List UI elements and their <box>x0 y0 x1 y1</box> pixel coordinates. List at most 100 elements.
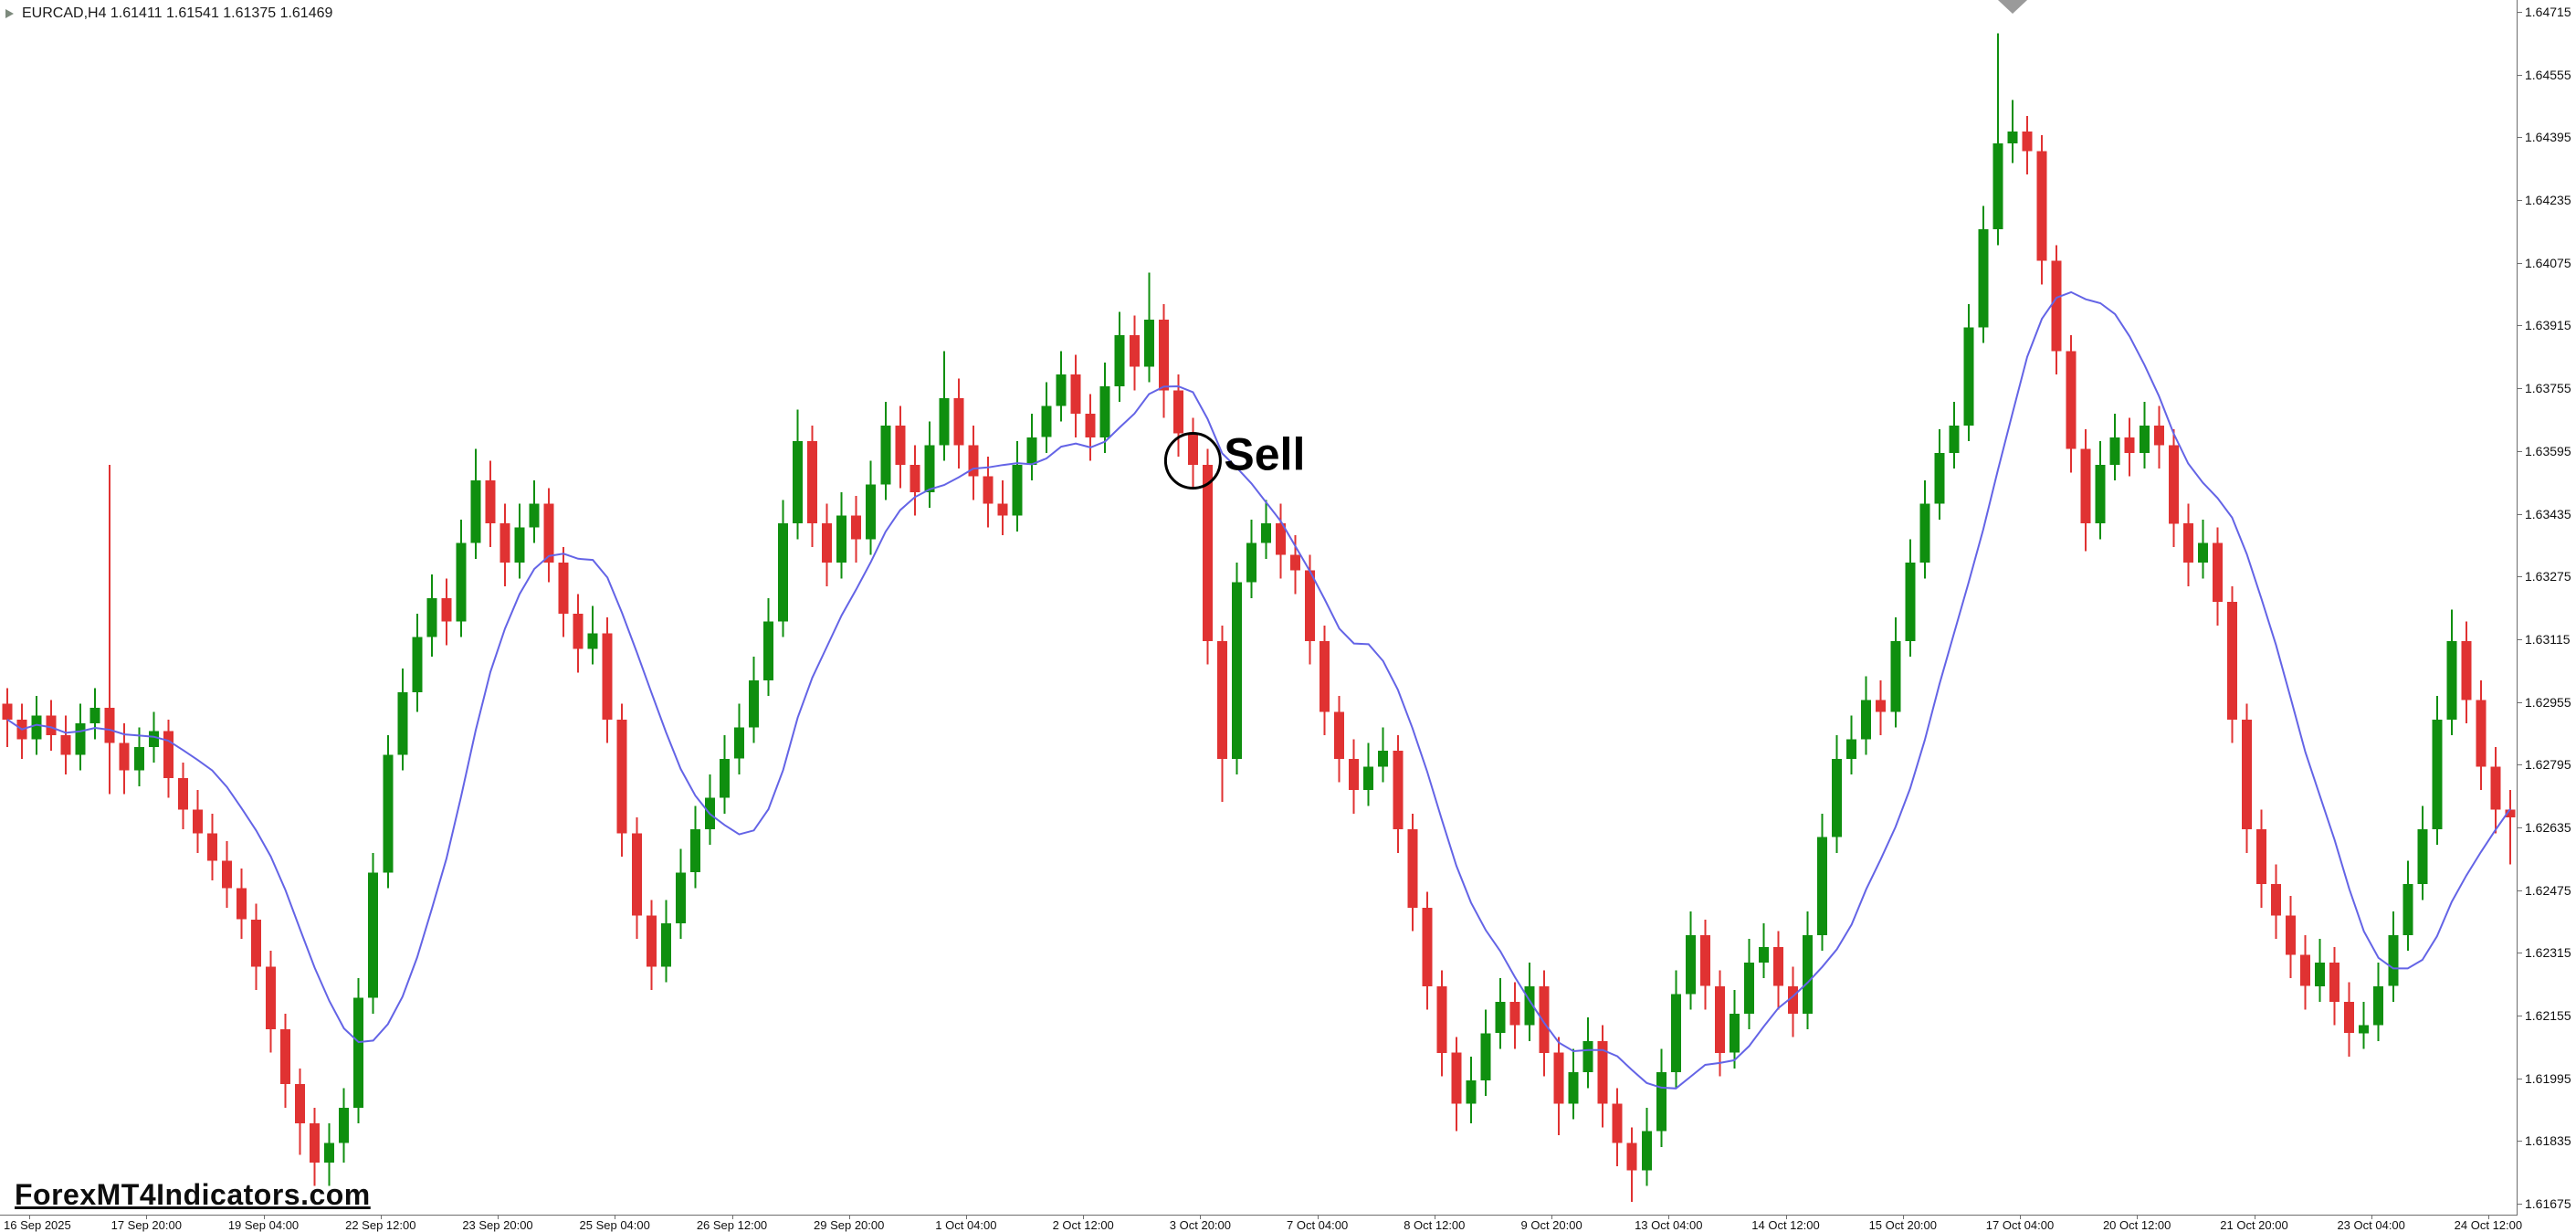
bear-candle <box>1129 315 1140 391</box>
bear-candle <box>163 719 173 798</box>
bull-candle <box>2315 939 2326 1002</box>
bear-candle <box>1436 970 1447 1077</box>
bear-candle <box>104 464 115 795</box>
bull-candle <box>866 460 877 555</box>
symbol-ohlc-info: EURCAD,H4 1.61411 1.61541 1.61375 1.6146… <box>22 5 333 21</box>
bull-candle <box>1817 813 1828 952</box>
bull-candle <box>1759 923 1769 979</box>
bear-candle <box>1626 1127 1637 1202</box>
bear-candle <box>2022 115 2033 175</box>
bull-candle <box>1466 1057 1477 1123</box>
time-axis-label: 15 Oct 20:00 <box>1868 1218 1938 1232</box>
bull-candle <box>1495 978 1506 1049</box>
bull-candle <box>1890 617 1901 728</box>
bear-candle <box>2182 503 2193 586</box>
price-axis-label: 1.62475 <box>2525 882 2571 898</box>
price-axis-label: 1.62315 <box>2525 945 2571 961</box>
bull-candle <box>763 597 773 697</box>
bull-candle <box>1641 1107 1652 1186</box>
bear-candle <box>266 951 276 1053</box>
price-axis-label: 1.62635 <box>2525 819 2571 835</box>
bear-candle <box>192 790 203 853</box>
price-tick <box>2518 890 2522 891</box>
bull-candle <box>1905 539 1916 658</box>
bear-candle <box>997 480 1008 536</box>
bull-candle <box>749 657 759 743</box>
bear-candle <box>2168 429 2179 547</box>
time-tick <box>1551 1216 1553 1219</box>
time-tick <box>1668 1216 1670 1219</box>
bear-candle <box>2153 405 2164 469</box>
time-tick <box>1902 1216 1904 1219</box>
time-axis-label: 7 Oct 04:00 <box>1286 1218 1349 1232</box>
bear-candle <box>1699 919 1710 1010</box>
bull-candle <box>470 448 481 559</box>
bear-candle <box>2505 790 2516 865</box>
bear-candle <box>2490 746 2501 834</box>
bull-candle <box>2109 414 2120 480</box>
time-axis-label: 8 Oct 12:00 <box>1404 1218 1466 1232</box>
bull-candle <box>529 480 540 543</box>
price-tick <box>2518 137 2522 139</box>
bull-candle <box>734 703 744 774</box>
bear-candle <box>616 703 627 858</box>
time-tick <box>146 1216 148 1219</box>
time-axis-label: 23 Oct 04:00 <box>2337 1218 2405 1232</box>
time-tick <box>1317 1216 1319 1219</box>
bear-candle <box>1172 374 1183 458</box>
time-tick <box>2487 1216 2489 1219</box>
bear-candle <box>280 1013 291 1108</box>
bull-candle <box>719 735 730 814</box>
bull-candle <box>1656 1048 1667 1147</box>
price-axis-label: 1.64395 <box>2525 130 2571 145</box>
bull-candle <box>1963 303 1974 442</box>
price-tick <box>2518 827 2522 828</box>
bear-candle <box>2476 679 2487 791</box>
bear-candle <box>895 405 906 489</box>
bear-candle <box>2036 135 2047 285</box>
price-tick <box>2518 1204 2522 1205</box>
bull-candle <box>75 703 86 771</box>
bear-candle <box>2271 864 2281 940</box>
bear-candle <box>1320 625 1330 735</box>
price-axis-label: 1.61835 <box>2525 1133 2571 1149</box>
bull-candle <box>939 351 950 461</box>
price-tick <box>2518 576 2522 578</box>
bear-candle <box>2300 934 2311 1010</box>
bear-candle <box>2 688 13 747</box>
bear-candle <box>310 1107 321 1186</box>
bull-candle <box>1992 33 2003 246</box>
time-tick <box>1083 1216 1085 1219</box>
bear-candle <box>1334 696 1345 783</box>
bull-candle <box>1919 480 1930 579</box>
time-axis-label: 17 Oct 04:00 <box>1985 1218 2055 1232</box>
one-click-trading-arrow-icon[interactable] <box>5 9 14 18</box>
bear-candle <box>1276 503 1286 579</box>
bull-candle <box>383 735 394 889</box>
bear-candle <box>2329 946 2340 1026</box>
bull-candle <box>1114 311 1125 403</box>
bear-candle <box>2212 527 2223 626</box>
bull-candle <box>456 519 467 637</box>
price-axis-label: 1.61675 <box>2525 1196 2571 1211</box>
bull-candle <box>1232 563 1242 774</box>
candlestick-chart[interactable]: Sell <box>0 0 2518 1215</box>
bear-candle <box>60 715 71 774</box>
moving-average-line <box>6 290 2511 1090</box>
time-tick <box>1785 1216 1787 1219</box>
time-tick <box>848 1216 850 1219</box>
price-axis-label: 1.63435 <box>2525 506 2571 521</box>
price-tick <box>2518 513 2522 515</box>
time-axis[interactable]: 16 Sep 2025 17 Sep 20:00 19 Sep 04:00 22 Se… <box>0 1215 2522 1232</box>
bull-candle <box>1978 205 1989 343</box>
price-axis-label: 1.64235 <box>2525 193 2571 208</box>
bull-candle <box>324 1123 335 1186</box>
bear-candle <box>953 378 964 469</box>
time-axis-label: 13 Oct 04:00 <box>1635 1218 1703 1232</box>
price-axis-label: 1.62955 <box>2525 694 2571 710</box>
time-axis-label: 26 Sep 12:00 <box>696 1218 768 1232</box>
bear-candle <box>1393 735 1404 853</box>
watermark-link[interactable]: ForexMT4Indicators.com <box>15 1178 371 1211</box>
bull-candle <box>89 688 100 740</box>
price-axis[interactable]: 1.64715 1.64555 1.64395 1.64235 1.64075 1.639… <box>2517 0 2576 1232</box>
